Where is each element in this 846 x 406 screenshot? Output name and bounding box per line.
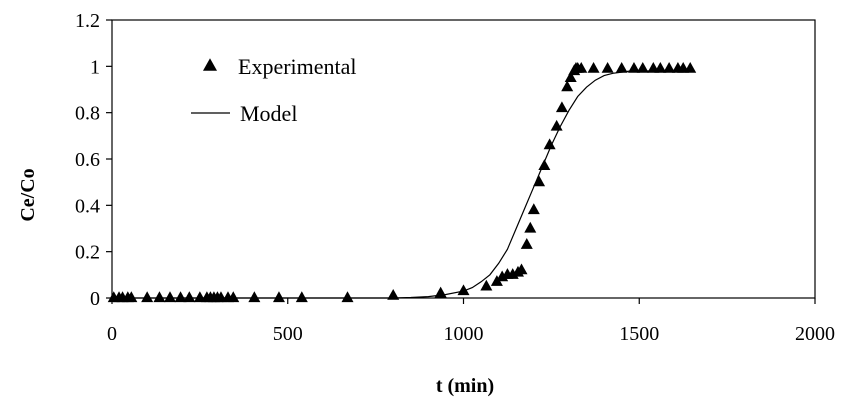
y-axis-title: Ce/Co xyxy=(17,168,39,221)
y-tick-label: 0.2 xyxy=(75,242,100,264)
x-tick-label: 1000 xyxy=(444,323,484,345)
experimental-point xyxy=(524,221,537,233)
experimental-point xyxy=(183,291,196,303)
experimental-point xyxy=(654,61,667,73)
experimental-point xyxy=(550,119,563,131)
y-tick-label: 1 xyxy=(90,56,100,78)
model-series xyxy=(112,70,689,299)
x-tick-label: 2000 xyxy=(795,323,835,345)
y-tick-label: 1.2 xyxy=(75,10,100,32)
experimental-point xyxy=(663,61,676,73)
experimental-point xyxy=(561,80,574,92)
experimental-point xyxy=(153,291,166,303)
experimental-point xyxy=(564,71,577,83)
y-tick-label: 0 xyxy=(90,288,100,310)
y-axis-ticks: 0 0.2 0.4 0.6 0.8 1 1.2 xyxy=(75,10,112,310)
plot-frame xyxy=(111,19,816,299)
experimental-point xyxy=(575,61,588,73)
experimental-point xyxy=(125,291,138,303)
experimental-point xyxy=(538,159,551,171)
experimental-point xyxy=(163,291,176,303)
experimental-point xyxy=(627,61,640,73)
experimental-point xyxy=(227,291,240,303)
legend-label-model: Model xyxy=(240,101,297,126)
experimental-point xyxy=(527,203,540,215)
x-tick-label: 500 xyxy=(273,323,303,345)
experimental-series xyxy=(107,61,697,303)
x-axis-title: t (min) xyxy=(436,375,494,397)
legend-triangle-icon xyxy=(203,58,217,71)
legend: Experimental Model xyxy=(191,54,357,126)
experimental-point xyxy=(480,279,493,291)
experimental-point xyxy=(174,291,187,303)
experimental-point xyxy=(601,61,614,73)
experimental-point xyxy=(636,61,649,73)
y-tick-label: 0.4 xyxy=(75,195,100,217)
experimental-point xyxy=(434,286,447,298)
x-axis-ticks: 0 500 1000 1500 2000 xyxy=(107,298,835,345)
experimental-point xyxy=(587,61,600,73)
experimental-point xyxy=(248,291,261,303)
experimental-point xyxy=(295,291,308,303)
plot-border xyxy=(111,19,816,299)
experimental-point xyxy=(684,61,697,73)
experimental-point xyxy=(515,263,528,275)
x-tick-label: 0 xyxy=(107,323,117,345)
experimental-point xyxy=(457,284,470,296)
experimental-point xyxy=(341,291,354,303)
experimental-point xyxy=(272,291,285,303)
experimental-point xyxy=(543,138,556,150)
experimental-point xyxy=(615,61,628,73)
legend-label-experimental: Experimental xyxy=(238,54,357,79)
experimental-point xyxy=(533,175,546,187)
x-tick-label: 1500 xyxy=(619,323,659,345)
model-line xyxy=(112,70,689,299)
experimental-point xyxy=(555,101,568,113)
y-tick-label: 0.8 xyxy=(75,103,100,125)
experimental-point xyxy=(141,291,154,303)
experimental-point xyxy=(387,288,400,300)
y-tick-label: 0.6 xyxy=(75,149,100,171)
experimental-point xyxy=(520,238,533,249)
